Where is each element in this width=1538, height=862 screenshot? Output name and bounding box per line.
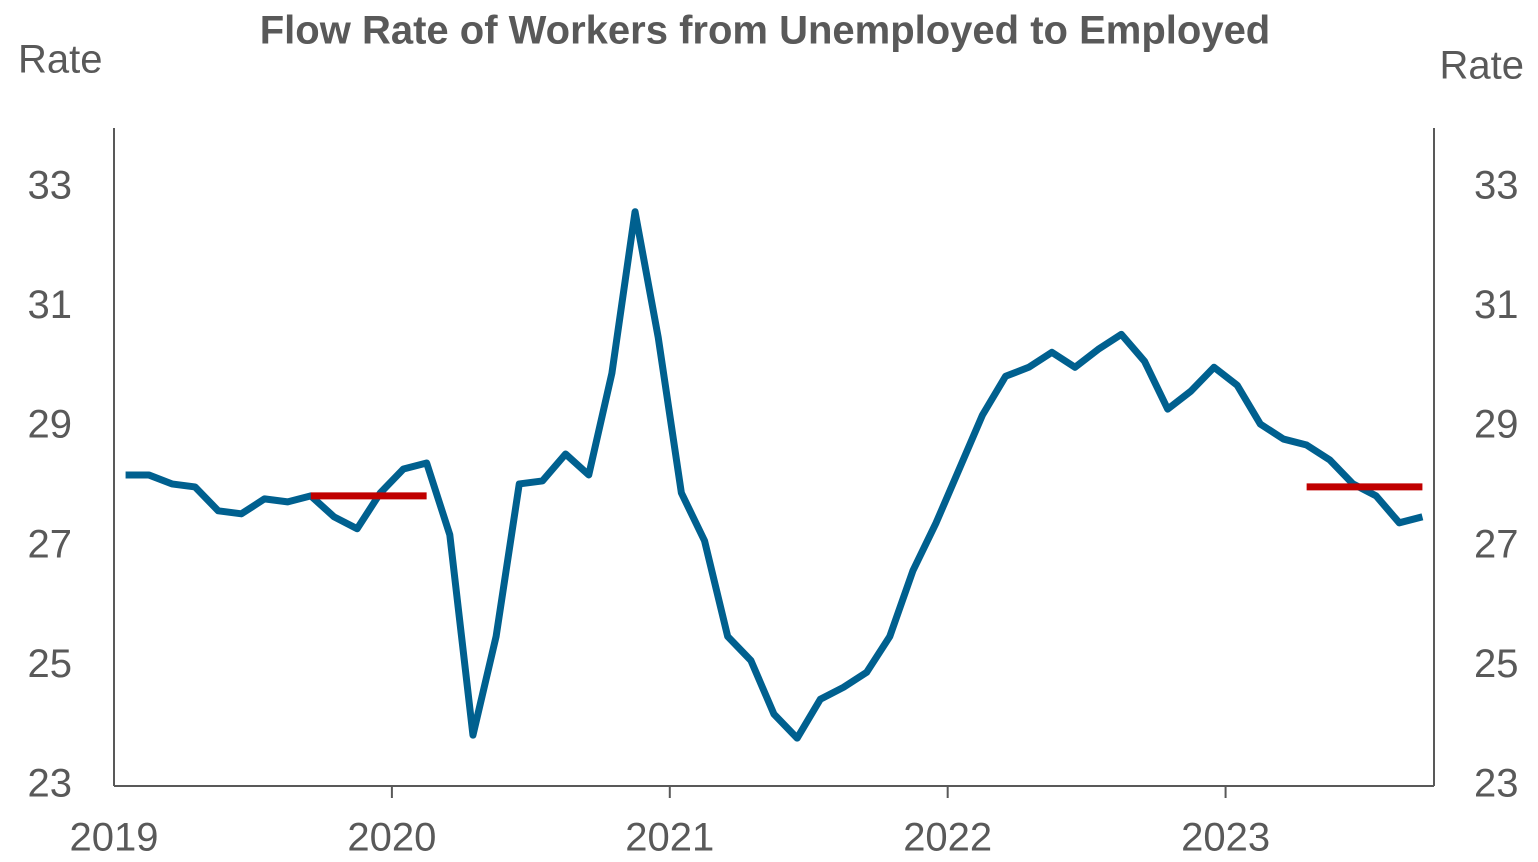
y-tick-label: 27 — [28, 522, 73, 566]
y2-tick-label: 33 — [1474, 163, 1519, 207]
chart-title: Flow Rate of Workers from Unemployed to … — [260, 9, 1271, 53]
y-tick-label: 23 — [28, 762, 73, 806]
y-axis-label: Rate — [18, 38, 103, 82]
y2-tick-label: 29 — [1474, 403, 1519, 447]
x-tick-label: 2021 — [625, 816, 714, 860]
x-tick-label: 2023 — [1181, 816, 1270, 860]
y-tick-label: 33 — [28, 163, 73, 207]
y2-tick-label: 31 — [1474, 283, 1519, 327]
y-tick-label: 29 — [28, 403, 73, 447]
x-tick-label: 2020 — [347, 816, 436, 860]
x-tick-label: 2022 — [903, 816, 992, 860]
data-line — [310, 483, 1423, 500]
y2-axis-label: Rate — [1440, 44, 1525, 88]
y2-tick-label: 23 — [1474, 762, 1519, 806]
data-line — [125, 208, 1424, 742]
y-tick-label: 25 — [28, 642, 73, 686]
y2-tick-label: 25 — [1474, 642, 1519, 686]
x-tick-label: 2019 — [70, 816, 159, 860]
y-tick-label: 31 — [28, 283, 73, 327]
y2-tick-label: 27 — [1474, 522, 1519, 566]
